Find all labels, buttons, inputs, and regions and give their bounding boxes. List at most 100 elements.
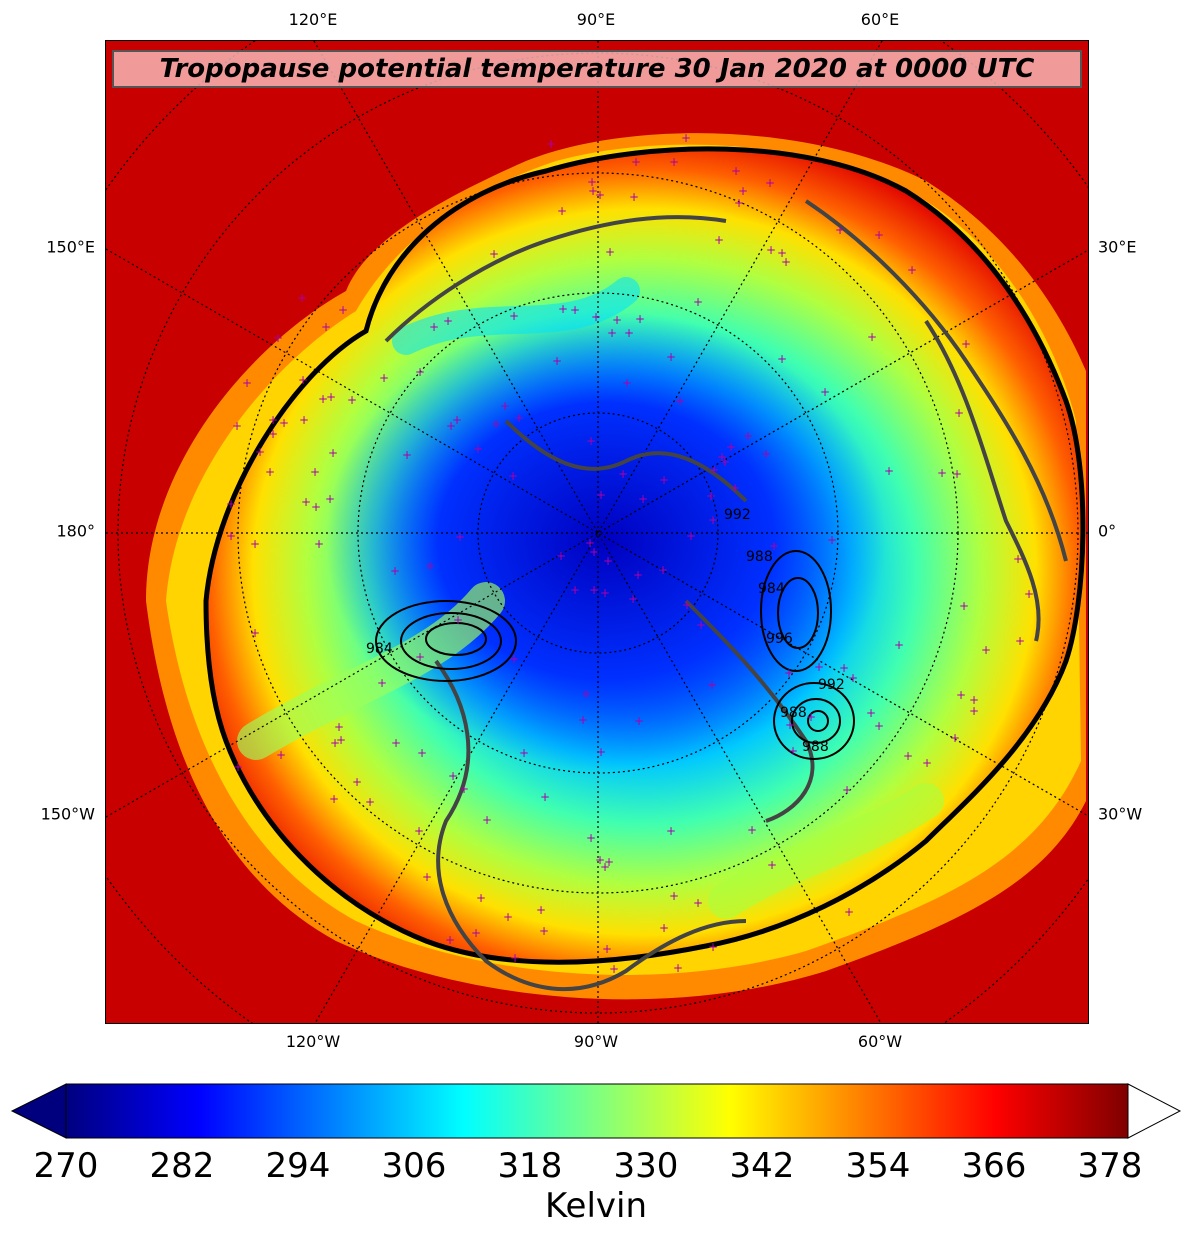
station-marker: + — [471, 926, 481, 940]
colorbar-tick: 330 — [613, 1146, 679, 1186]
station-marker: + — [894, 638, 904, 652]
station-marker: + — [624, 326, 634, 340]
station-marker: + — [827, 533, 837, 547]
station-marker: + — [514, 411, 524, 425]
station-marker: + — [681, 131, 691, 145]
station-marker: + — [635, 312, 645, 326]
station-marker: + — [618, 467, 628, 481]
station-marker: + — [682, 598, 692, 612]
station-marker: + — [298, 373, 308, 387]
coastlines — [384, 199, 1068, 992]
station-marker: + — [629, 190, 639, 204]
polar-map: 984 988 992 996 984 988 992 988 + + + + + + + +… — [105, 40, 1089, 1024]
station-marker: + — [325, 492, 335, 506]
lon-label-top-120e: 120°E — [288, 10, 338, 29]
colorbar-tick: 378 — [1077, 1146, 1143, 1186]
contour-label: 988 — [746, 549, 773, 565]
station-marker: + — [708, 940, 718, 954]
station-marker: + — [766, 243, 776, 257]
pressure-contours — [375, 550, 855, 760]
station-marker: + — [743, 429, 753, 443]
station-marker: + — [250, 537, 260, 551]
cyan-swirl — [392, 277, 640, 355]
colorbar-tick: 306 — [381, 1146, 447, 1186]
station-marker: + — [268, 413, 278, 427]
station-marker: + — [596, 745, 606, 759]
station-marker: + — [954, 406, 964, 420]
station-marker: + — [509, 652, 519, 666]
contour-label: 996 — [766, 631, 793, 647]
station-marker: + — [922, 756, 932, 770]
station-marker: + — [391, 736, 401, 750]
station-marker: + — [321, 320, 331, 334]
station-marker: + — [622, 376, 632, 390]
station-marker: + — [318, 392, 328, 406]
station-marker: + — [276, 748, 286, 762]
station-marker: + — [365, 795, 375, 809]
station-marker: + — [820, 385, 830, 399]
station-marker: + — [707, 678, 717, 692]
lon-label-right-30w: 30°W — [1098, 804, 1143, 824]
station-marker: + — [603, 554, 613, 568]
station-marker: + — [448, 769, 458, 783]
station-marker: + — [673, 961, 683, 975]
station-marker: + — [781, 255, 791, 269]
station-marker: + — [907, 263, 917, 277]
station-marker: + — [310, 465, 320, 479]
station-marker: + — [390, 564, 400, 578]
station-marker: + — [250, 626, 260, 640]
station-marker: + — [609, 962, 619, 976]
station-marker: + — [706, 489, 716, 503]
station-marker: + — [297, 291, 307, 305]
station-marker: + — [232, 419, 242, 433]
contour-label: 992 — [818, 677, 845, 693]
station-marker: + — [508, 469, 518, 483]
station-marker: + — [595, 853, 605, 867]
colorbar-tick: 282 — [149, 1146, 215, 1186]
station-marker: + — [969, 704, 979, 718]
station-marker: + — [591, 310, 601, 324]
lon-label-right-0: 0° — [1098, 521, 1117, 541]
lon-label-bottom-60w: 60°W — [857, 1032, 903, 1051]
station-marker: + — [452, 413, 462, 427]
station-marker: + — [482, 813, 492, 827]
colorbar-tick: 294 — [265, 1146, 331, 1186]
lon-label-right-30e: 30°E — [1098, 237, 1137, 257]
station-marker: + — [311, 500, 321, 514]
station-marker: + — [328, 446, 338, 460]
station-marker: + — [473, 442, 483, 456]
station-marker: + — [595, 188, 605, 202]
station-marker: + — [874, 228, 884, 242]
station-marker: + — [589, 583, 599, 597]
lon-label-left-180: 180° — [56, 521, 95, 541]
station-marker: + — [500, 399, 510, 413]
station-marker: + — [589, 545, 599, 559]
station-marker: + — [874, 719, 884, 733]
station-marker: + — [666, 350, 676, 364]
station-marker: + — [347, 393, 357, 407]
lon-label-bottom-90w: 90°W — [573, 1032, 619, 1051]
station-marker: + — [959, 599, 969, 613]
station-marker: + — [1013, 552, 1023, 566]
station-marker: + — [510, 951, 520, 965]
station-marker: + — [556, 549, 566, 563]
station-marker: + — [476, 891, 486, 905]
station-marker: + — [767, 858, 777, 872]
station-marker: + — [301, 495, 311, 509]
station-marker: + — [265, 465, 275, 479]
station-marker: + — [842, 783, 852, 797]
station-marker: + — [379, 371, 389, 385]
station-marker: + — [693, 896, 703, 910]
station-marker: + — [734, 196, 744, 210]
station-marker: + — [612, 313, 622, 327]
station-marker: + — [422, 870, 432, 884]
station-marker: + — [415, 650, 425, 664]
station-marker: + — [425, 559, 435, 573]
station-marker: + — [586, 831, 596, 845]
contour-label: 984 — [366, 641, 393, 657]
station-marker: + — [491, 417, 501, 431]
station-marker: + — [459, 782, 469, 796]
station-marker: + — [558, 302, 568, 316]
station-marker: + — [669, 155, 679, 169]
station-marker: + — [1015, 634, 1025, 648]
